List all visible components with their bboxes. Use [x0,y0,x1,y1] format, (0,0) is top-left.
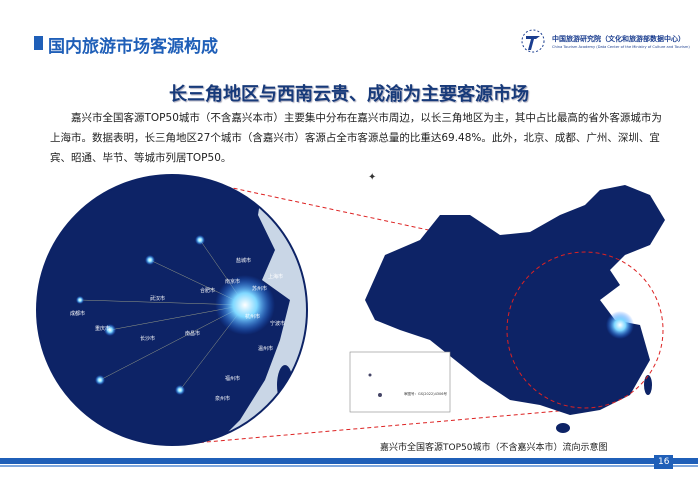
title-icon [34,36,43,50]
map-label: 南京市 [225,278,240,285]
map-label: 宁波市 [270,320,285,327]
map-label: 福州市 [225,375,240,382]
footer-bar-light [0,465,698,467]
subtitle: 长三角地区与西南云贵、成渝为主要客源市场 [169,84,529,105]
zoom-map: 盐城市 上海市 南京市 苏州市 杭州市 宁波市 温州市 合肥市 武汉市 重庆市 … [37,175,307,445]
caption: 嘉兴市全国客源TOP50城市（不含嘉兴本市）流向示意图 [380,443,608,453]
china-map: ✦ [365,172,665,433]
footer-bar [0,458,698,464]
map-label: 长沙市 [140,335,155,342]
map-label: 南昌市 [185,330,200,337]
logo [521,29,545,53]
map-label: 重庆市 [95,325,110,332]
map-label: 盐城市 [236,257,251,264]
paragraph: 嘉兴市全国客源TOP50城市（不含嘉兴本市）主要集中分布在嘉兴市周边，以长三角地… [50,112,662,164]
header-title: 国内旅游市场客源构成 [48,37,218,57]
map-label: 杭州市 [245,313,260,320]
compass: ✦ [368,172,376,183]
map-label: 泉州市 [215,395,230,402]
logo-text: 中国旅游研究院（文化和旅游部数据中心） [552,35,685,43]
map-note: 审图号：GS(2022)4306号 [404,391,447,396]
map-label: 苏州市 [252,285,267,292]
map-label: 成都市 [70,310,85,317]
map-label: 合肥市 [200,287,215,294]
map-label: 温州市 [258,345,273,352]
inset-map: 审图号：GS(2022)4306号 [349,351,451,413]
map-label: 武汉市 [150,295,165,302]
logo-subtext: China Tourism Academy (Data Center of th… [552,45,690,49]
map-label: 上海市 [268,273,283,280]
page-number: 16 [654,455,674,469]
